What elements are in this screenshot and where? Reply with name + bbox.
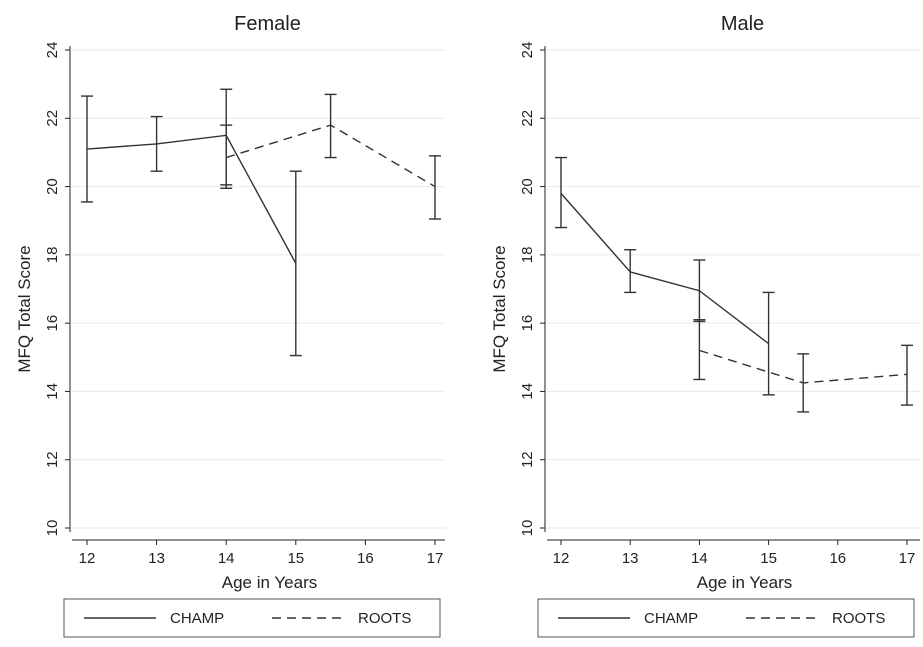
y-tick-label: 16 [44, 315, 61, 332]
y-tick-label: 18 [44, 247, 61, 264]
x-tick-label: 16 [829, 550, 846, 567]
chart-title: Male [721, 13, 764, 35]
x-tick-label: 15 [287, 550, 304, 567]
x-tick-label: 17 [427, 550, 444, 567]
x-tick-label: 15 [760, 550, 777, 567]
y-tick-label: 22 [44, 110, 61, 127]
y-tick-label: 14 [519, 383, 536, 400]
y-tick-label: 24 [44, 42, 61, 59]
legend: CHAMP ROOTS [537, 598, 915, 638]
y-tick-label: 20 [44, 178, 61, 195]
y-tick-label: 10 [519, 520, 536, 537]
x-tick-label: 13 [622, 550, 639, 567]
legend-label-roots: ROOTS [832, 610, 885, 627]
legend-label-roots: ROOTS [358, 610, 411, 627]
y-tick-label: 24 [519, 42, 536, 59]
series-line-champ [560, 192, 770, 345]
y-tick-label: 12 [44, 451, 61, 468]
x-tick-label: 16 [357, 550, 374, 567]
y-axis-label: MFQ Total Score [490, 245, 509, 372]
chart-title: Female [234, 13, 301, 35]
y-tick-label: 20 [519, 178, 536, 195]
panel-female: Female 10 12 14 16 18 20 22 24 MFQ Total Score 12 1… [15, 13, 445, 638]
y-tick-label: 10 [44, 520, 61, 537]
legend-label-champ: CHAMP [644, 610, 698, 627]
series-line-champ [86, 134, 297, 264]
y-tick-label: 16 [519, 315, 536, 332]
y-tick-label: 22 [519, 110, 536, 127]
x-tick-label: 17 [899, 550, 916, 567]
x-tick-label: 14 [691, 550, 708, 567]
x-tick-label: 12 [553, 550, 570, 567]
legend: CHAMP ROOTS [63, 598, 441, 638]
x-axis-label: Age in Years [697, 573, 792, 592]
x-axis-label: Age in Years [222, 573, 317, 592]
panel-male: Male 10 12 14 16 18 20 22 24 MFQ Total Score 12 13 1… [490, 13, 920, 638]
y-tick-label: 14 [44, 383, 61, 400]
y-tick-label: 12 [519, 451, 536, 468]
x-tick-label: 13 [148, 550, 165, 567]
legend-label-champ: CHAMP [170, 610, 224, 627]
x-tick-label: 14 [218, 550, 235, 567]
y-axis-label: MFQ Total Score [15, 245, 34, 372]
x-tick-label: 12 [79, 550, 96, 567]
y-tick-label: 18 [519, 247, 536, 264]
